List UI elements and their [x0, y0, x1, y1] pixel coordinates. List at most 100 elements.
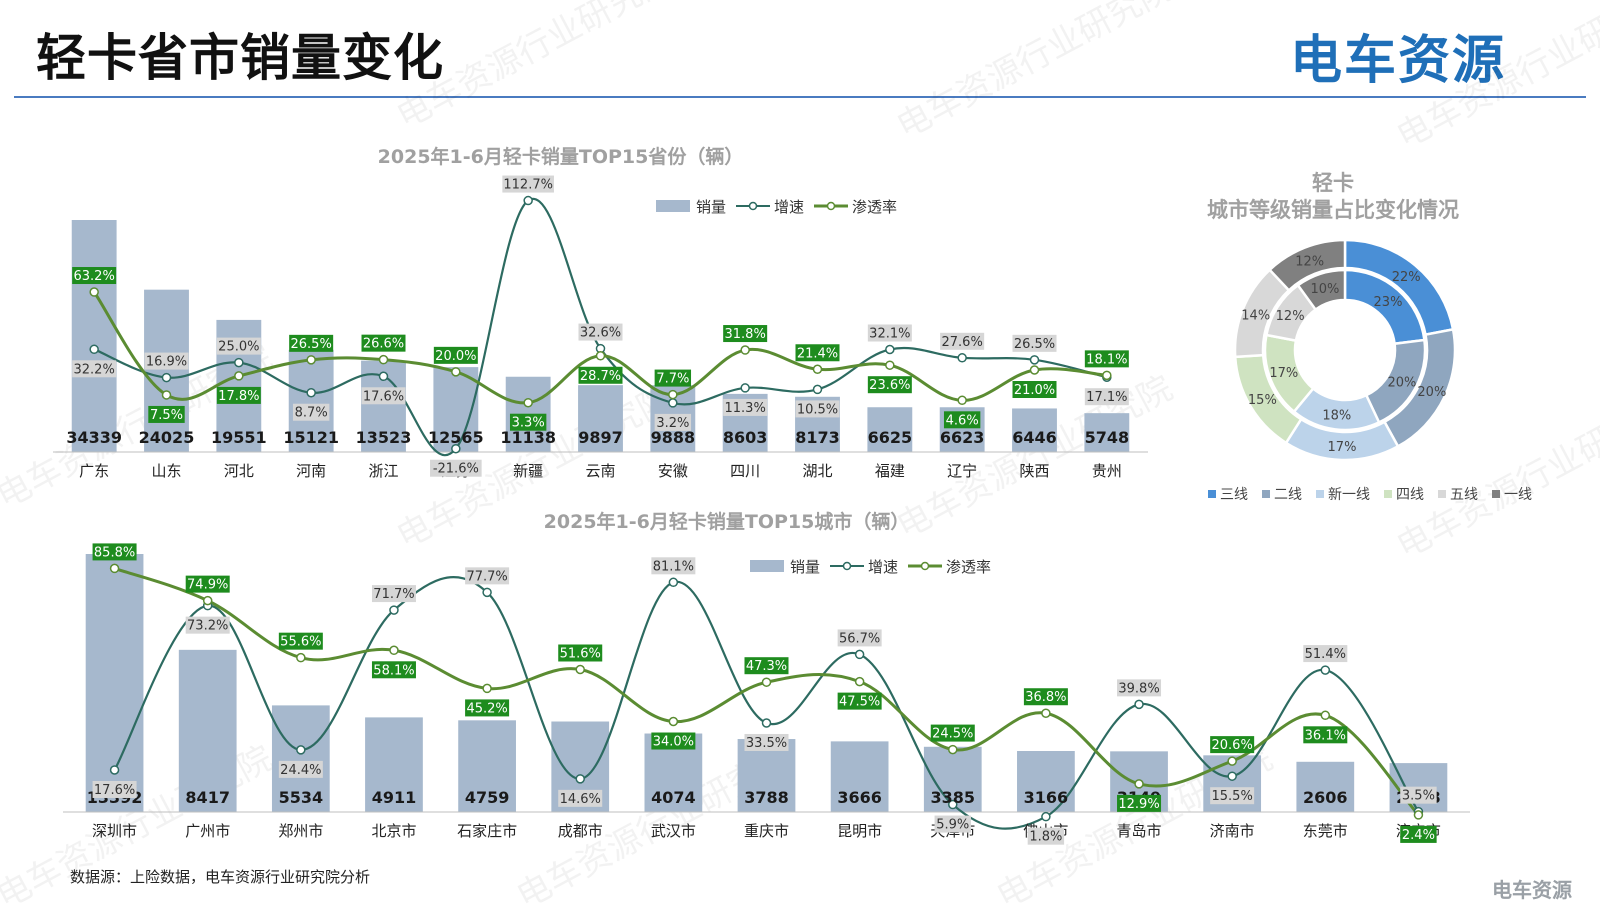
- growth-data-label: 27.6%: [942, 335, 983, 350]
- donut-slice-label: 10%: [1310, 282, 1339, 297]
- growth-data-label: 3.2%: [656, 416, 689, 431]
- growth-point: [575, 774, 585, 784]
- sales-bar: [458, 720, 516, 812]
- x-tick-label: 东莞市: [1303, 822, 1348, 840]
- penetration-point: [202, 595, 213, 606]
- growth-data-label-bg: [72, 360, 117, 378]
- x-tick-label: 新疆: [513, 462, 543, 480]
- sales-data-label: 24025: [139, 428, 195, 447]
- penetration-data-label-bg: [216, 386, 261, 404]
- donut-slice-label: 12%: [1295, 255, 1324, 270]
- penetration-data-label: 2.4%: [1402, 828, 1435, 843]
- sales-data-label: 9897: [578, 428, 623, 447]
- growth-point: [885, 344, 895, 355]
- penetration-data-label-bg: [1303, 726, 1348, 744]
- sales-data-label: 3385: [931, 788, 976, 807]
- legend-marker-growth: [842, 561, 852, 571]
- donut-title-line1: 轻卡: [1312, 171, 1354, 195]
- penetration-data-label: 55.6%: [280, 635, 321, 650]
- sales-data-label: 5748: [1085, 428, 1130, 447]
- penetration-data-label-bg: [72, 267, 117, 285]
- x-tick-label: 河北: [224, 462, 254, 480]
- sales-data-label: 12565: [428, 428, 484, 447]
- penetration-data-label: 36.1%: [1305, 728, 1346, 743]
- growth-point: [234, 357, 244, 368]
- x-tick-label: 山东: [151, 462, 181, 480]
- growth-data-label-bg: [1303, 645, 1348, 663]
- x-tick-label: 重庆市: [744, 822, 789, 840]
- penetration-point: [1134, 779, 1144, 789]
- x-tick-label: 青岛市: [1117, 822, 1162, 840]
- x-tick-label: 济南市: [1210, 822, 1255, 840]
- penetration-data-label: 51.6%: [560, 646, 601, 661]
- brand-logo: 电车资源: [1290, 31, 1507, 91]
- growth-data-label-bg: [371, 585, 416, 603]
- penetration-point: [948, 744, 958, 755]
- penetration-point: [1413, 810, 1424, 820]
- growth-data-label: 3.5%: [1402, 789, 1435, 804]
- growth-point: [1134, 699, 1144, 710]
- sales-bar: [288, 349, 334, 452]
- legend-label-growth: 增速: [774, 198, 804, 216]
- sales-bar: [1017, 751, 1075, 812]
- growth-point: [854, 649, 865, 660]
- x-tick-label: 广州市: [185, 822, 230, 840]
- title-divider: [14, 96, 1586, 98]
- growth-point: [109, 765, 120, 775]
- page-title: 轻卡省市销量变化: [36, 29, 444, 87]
- penetration-point: [575, 664, 585, 675]
- penetration-data-label: 20.0%: [435, 349, 476, 364]
- sales-bar: [144, 289, 189, 452]
- donut-slice-label: 15%: [1248, 393, 1277, 408]
- donut-slice-label: 12%: [1276, 309, 1305, 324]
- x-tick-label: 浙江: [368, 462, 398, 480]
- sales-data-label: 9888: [651, 428, 696, 447]
- x-tick-label: 北京市: [371, 822, 416, 840]
- sales-data-label: 6625: [868, 428, 913, 447]
- sales-data-label: 4759: [465, 788, 510, 807]
- donut-slice-label: 23%: [1374, 295, 1403, 310]
- footer-logo: 电车资源: [1492, 878, 1572, 902]
- donut-legend-label: 一线: [1504, 487, 1532, 503]
- penetration-data-label-bg: [92, 543, 137, 561]
- growth-point: [389, 605, 399, 615]
- growth-data-label-bg: [744, 733, 789, 751]
- penetration-data-label: 12.9%: [1118, 797, 1159, 812]
- penetration-point: [885, 360, 895, 370]
- sales-data-label: 3166: [1024, 788, 1069, 807]
- penetration-data-label: 58.1%: [373, 663, 414, 678]
- penetration-point: [1320, 710, 1331, 721]
- x-tick-label: 福建: [875, 462, 905, 480]
- growth-point: [306, 387, 316, 398]
- penetration-data-label-bg: [1023, 688, 1068, 706]
- donut-title-line2: 城市等级销量占比变化情况: [1207, 198, 1459, 222]
- chart-title: 2025年1-6月轻卡销量TOP15城市（辆）: [544, 510, 910, 533]
- sales-data-label: 13523: [356, 428, 412, 447]
- growth-data-label: 14.6%: [560, 792, 601, 807]
- penetration-data-label: 36.8%: [1025, 690, 1066, 705]
- penetration-data-label: 28.7%: [580, 369, 621, 384]
- legend-marker-penetration: [920, 561, 930, 571]
- growth-data-label-bg: [92, 780, 137, 798]
- growth-data-label: 33.5%: [746, 736, 787, 751]
- penetration-data-label: 26.6%: [363, 337, 404, 352]
- penetration-point: [378, 354, 389, 365]
- donut-slice: [1267, 238, 1347, 292]
- growth-data-label-bg: [430, 459, 482, 477]
- growth-data-label: 1.8%: [1029, 830, 1062, 845]
- penetration-point: [1041, 708, 1051, 718]
- growth-point: [948, 799, 958, 810]
- growth-data-label: 11.3%: [725, 401, 766, 416]
- growth-data-label-bg: [654, 413, 692, 431]
- penetration-data-label-bg: [371, 661, 416, 679]
- x-tick-label: 成都市: [558, 822, 603, 840]
- growth-point: [451, 443, 461, 454]
- sales-bar: [737, 739, 796, 812]
- sales-bar: [71, 220, 117, 452]
- penetration-data-label: 47.5%: [839, 695, 880, 710]
- donut-legend-swatch: [1438, 490, 1446, 498]
- growth-data-label: 81.1%: [653, 559, 694, 574]
- sales-data-label: 8173: [795, 428, 840, 447]
- growth-data-label-bg: [578, 323, 623, 341]
